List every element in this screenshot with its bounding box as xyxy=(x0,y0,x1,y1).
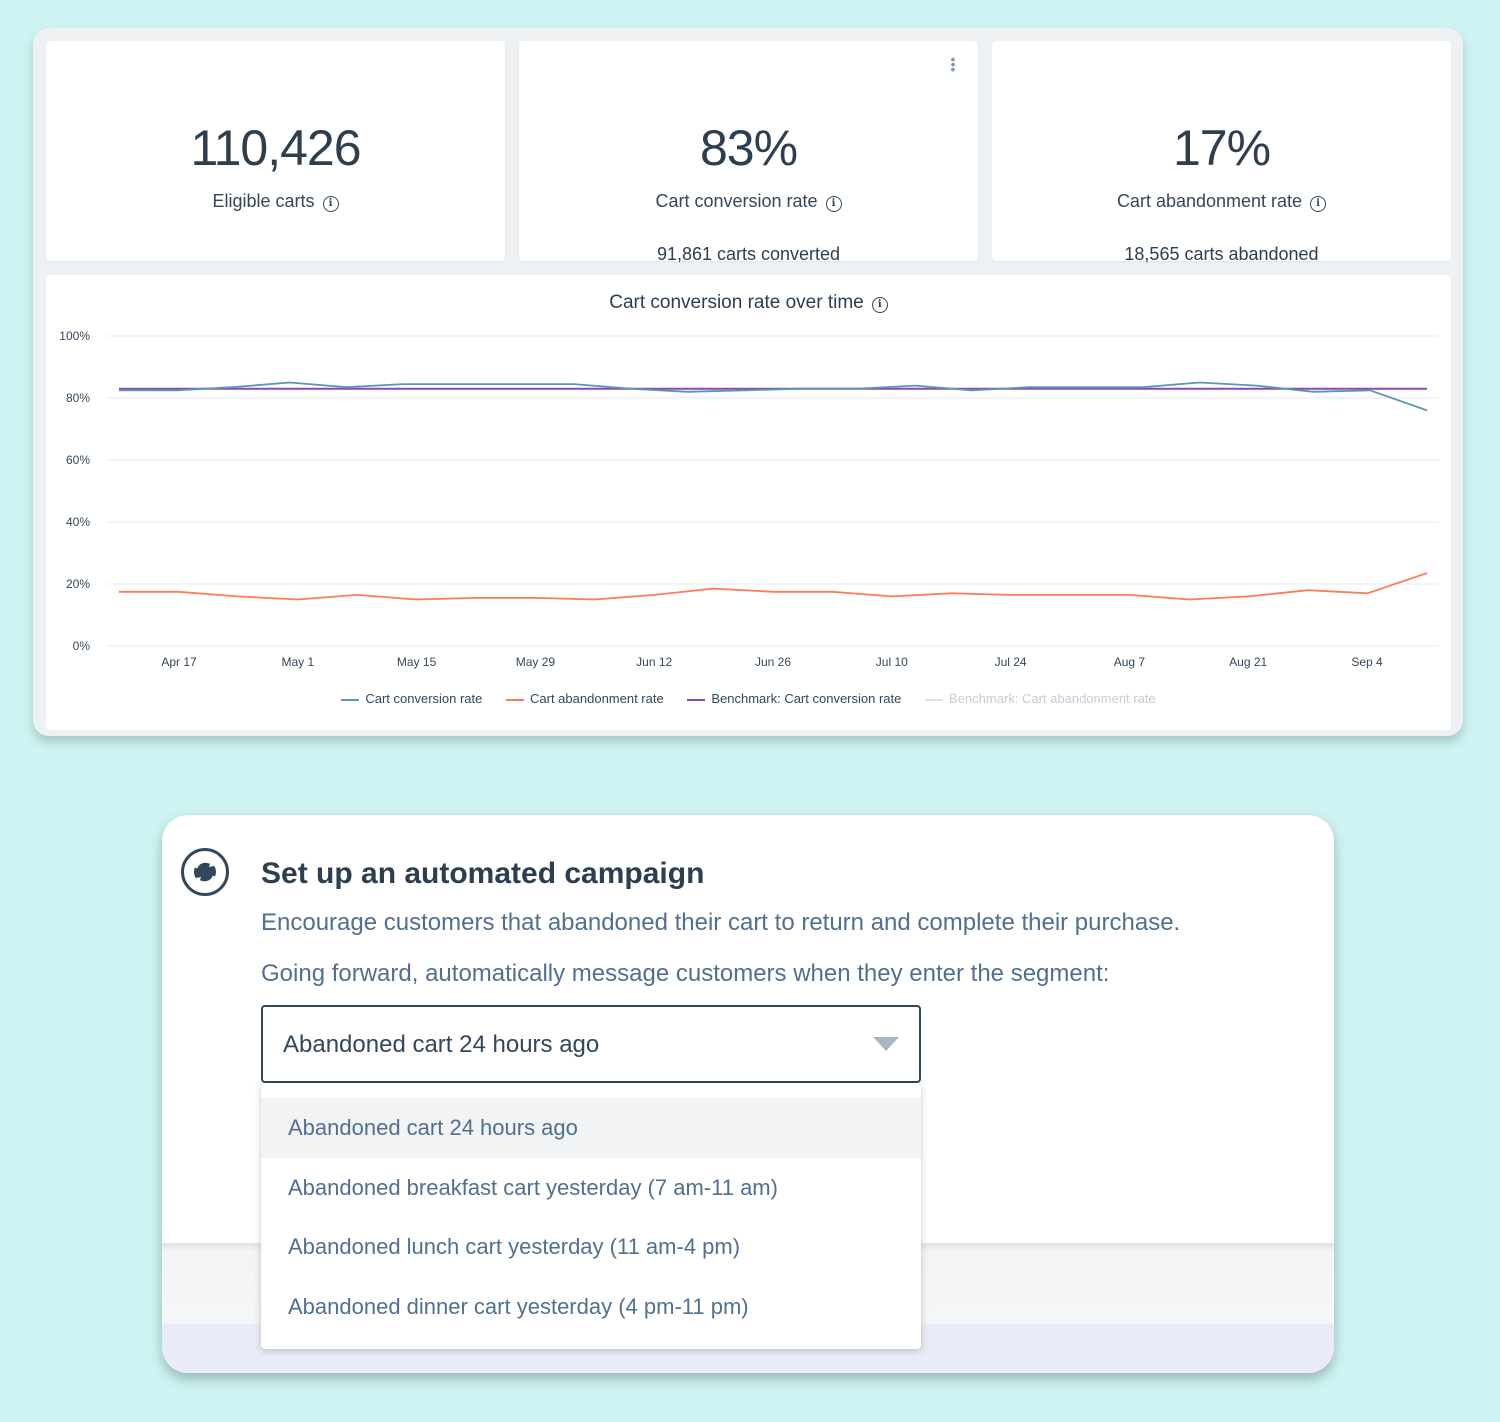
chart-title-row: Cart conversion rate over time i xyxy=(46,292,1451,314)
legend-item-benchmark-abandonment[interactable]: Benchmark: Cart abandonment rate xyxy=(925,691,1156,706)
kpi-label: Cart conversion rate xyxy=(655,191,818,211)
x-tick-label: Sep 4 xyxy=(1351,655,1383,669)
x-tick-label: Jun 26 xyxy=(755,655,791,669)
legend-swatch xyxy=(341,698,360,701)
campaign-description: Encourage customers that abandoned their… xyxy=(261,909,1181,936)
x-tick-label: Aug 7 xyxy=(1114,655,1146,669)
x-tick-label: Aug 21 xyxy=(1229,655,1267,669)
kpi-value: 17% xyxy=(1172,120,1271,176)
segment-select[interactable]: Abandoned cart 24 hours ago xyxy=(261,1005,921,1083)
x-tick-label: May 1 xyxy=(281,655,314,669)
kpi-label: Cart abandonment rate xyxy=(1116,191,1303,211)
y-tick-label: 60% xyxy=(66,453,90,467)
info-icon[interactable]: i xyxy=(1310,196,1327,212)
dropdown-option[interactable]: Abandoned lunch cart yesterday (11 am-4 … xyxy=(288,1234,741,1259)
dropdown-option[interactable]: Abandoned dinner cart yesterday (4 pm-11… xyxy=(288,1293,749,1319)
segment-prompt: Going forward, automatically message cus… xyxy=(261,960,1110,987)
kpi-card-abandonment-rate: 17% Cart abandonment rate i 18,565 carts … xyxy=(992,41,1451,264)
legend-label: Cart conversion rate xyxy=(365,691,483,706)
info-icon[interactable]: i xyxy=(825,196,842,212)
legend-label: Benchmark: Cart abandonment rate xyxy=(949,691,1156,706)
kpi-subtext: 18,565 carts abandoned xyxy=(1124,244,1319,264)
info-icon[interactable]: i xyxy=(322,196,339,212)
dropdown-option[interactable]: Abandoned cart 24 hours ago xyxy=(261,1098,921,1158)
legend-item-conversion[interactable]: Cart conversion rate xyxy=(341,691,482,706)
series-line-0 xyxy=(119,381,1428,412)
x-tick-label: Apr 17 xyxy=(161,655,197,669)
info-icon[interactable]: i xyxy=(871,297,888,313)
y-tick-label: 40% xyxy=(66,515,90,529)
automated-campaign-card: Set up an automated campaign Encourage c… xyxy=(162,815,1334,1373)
segment-dropdown-menu: Abandoned cart 24 hours ago Abandoned br… xyxy=(261,1083,921,1349)
x-tick-label: Jun 12 xyxy=(636,655,672,669)
x-tick-label: May 15 xyxy=(397,655,437,669)
line-chart: 100% 80% 60% 40% 20% 0% Apr 17 May 1 May 15 May 2… xyxy=(59,329,1439,669)
kpi-label: Eligible carts xyxy=(212,191,315,211)
x-tick-label: May 29 xyxy=(516,655,556,669)
campaign-title: Set up an automated campaign xyxy=(261,857,705,890)
more-options-icon[interactable]: • • • xyxy=(950,51,956,77)
dropdown-option[interactable]: Abandoned breakfast cart yesterday (7 am… xyxy=(288,1174,778,1200)
chart-title: Cart conversion rate over time xyxy=(609,292,864,313)
x-tick-label: Jul 24 xyxy=(995,655,1027,669)
kpi-label-row: Cart conversion rate i xyxy=(519,191,978,212)
kpi-label-row: Cart abandonment rate i xyxy=(992,191,1451,212)
segment-select-value: Abandoned cart 24 hours ago xyxy=(283,1031,600,1058)
chevron-down-icon[interactable] xyxy=(873,1037,899,1051)
kpi-card-conversion-rate: • • • 83% Cart conversion rate i 91,861 car… xyxy=(519,41,978,264)
legend-label: Benchmark: Cart conversion rate xyxy=(711,691,902,706)
y-tick-label: 0% xyxy=(73,639,91,653)
kpi-label-row: Eligible carts i xyxy=(46,191,505,212)
y-tick-label: 20% xyxy=(66,577,90,591)
kpi-subtext: 91,861 carts converted xyxy=(656,244,841,264)
conversion-chart-card: 100% 80% 60% 40% 20% 0% Apr 17 May 1 May 15 May 2… xyxy=(46,275,1451,730)
legend-label: Cart abandonment rate xyxy=(530,691,664,706)
x-tick-label: Jul 10 xyxy=(876,655,908,669)
y-tick-label: 80% xyxy=(66,391,90,405)
legend-item-benchmark-conversion[interactable]: Benchmark: Cart conversion rate xyxy=(687,691,901,706)
legend-swatch xyxy=(925,698,943,701)
analytics-dashboard: 110,426 Eligible carts i • • • 83% Cart con… xyxy=(33,28,1463,736)
kpi-card-eligible-carts: 110,426 Eligible carts i xyxy=(46,41,505,261)
kpi-value: 110,426 xyxy=(190,120,361,176)
legend-swatch xyxy=(687,698,706,701)
y-tick-label: 100% xyxy=(59,329,90,343)
legend-swatch xyxy=(506,698,525,701)
series-line-1 xyxy=(119,572,1428,601)
kpi-value: 83% xyxy=(699,120,798,176)
legend-item-abandonment[interactable]: Cart abandonment rate xyxy=(506,691,664,706)
sync-icon xyxy=(181,848,229,896)
chart-legend: Cart conversion rate Cart abandonment ra… xyxy=(46,691,1451,706)
